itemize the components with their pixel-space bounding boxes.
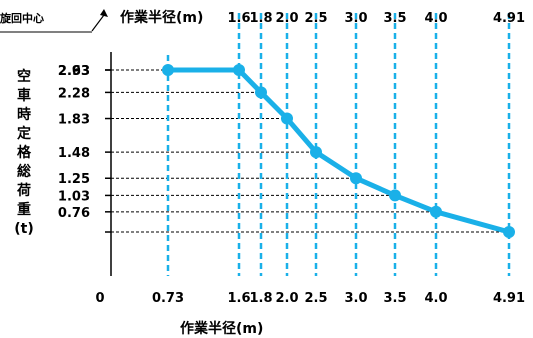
x-tick-label: 3.0 [344,291,367,306]
y-tick-label: 2.28 [58,86,90,101]
data-point [389,189,401,202]
x-tick-label: 2.0 [275,291,298,306]
turning-center-label: 旋回中心 [0,12,44,25]
y-tick-label: 2.63 [58,64,90,79]
label-layer: 2.932.63 2.28 1.83 1.48 1.25 1.03 0.76 0 0.73 1.6… [58,11,525,306]
data-point [162,64,174,76]
data-point [350,172,362,185]
x-tick-label: 1.8 [249,291,272,306]
data-point [310,146,322,159]
top-tick-label: 4.0 [424,11,447,26]
x-tick-label: 4.0 [424,291,447,306]
y-tick-label: 0.76 [58,206,90,221]
data-point [503,226,515,238]
x-tick-label: 1.6 [227,291,250,306]
y-tick-label: 1.48 [58,146,90,161]
data-point [281,112,293,125]
y-tick-label: 2.93 [58,64,90,79]
y-axis-title: 空車時定格総荷重(t) [14,69,34,237]
top-tick-label: 3.0 [344,11,367,26]
x-tick-label: 0.73 [152,291,184,306]
series-layer [162,64,515,238]
grid-layer [111,13,511,276]
x-axis-title: 作業半径(m) [180,321,264,337]
y-tick-label: 1.83 [58,113,90,128]
pointer-arrow-line [91,14,105,32]
axis-layer [0,9,112,276]
top-tick-label: 3.5 [383,11,406,26]
series-line [165,67,512,235]
top-tick-label: 4.91 [493,11,525,26]
top-tick-label: 1.6 [227,11,250,26]
data-point [430,205,442,218]
data-point [233,64,245,76]
top-tick-label: 1.8 [249,11,272,26]
top-tick-label: 2.5 [304,11,327,26]
top-axis-title: 作業半径(m) [120,10,204,26]
top-tick-label: 2.0 [275,11,298,26]
y-tick-label: 1.03 [58,189,90,204]
pointer-arrow-head [100,9,108,17]
x-tick-label: 3.5 [383,291,406,306]
x-tick-label: 4.91 [493,291,525,306]
y-tick-label: 1.25 [58,172,90,187]
data-point [255,86,267,99]
x-tick-label: 2.5 [304,291,327,306]
origin-label: 0 [95,291,104,306]
